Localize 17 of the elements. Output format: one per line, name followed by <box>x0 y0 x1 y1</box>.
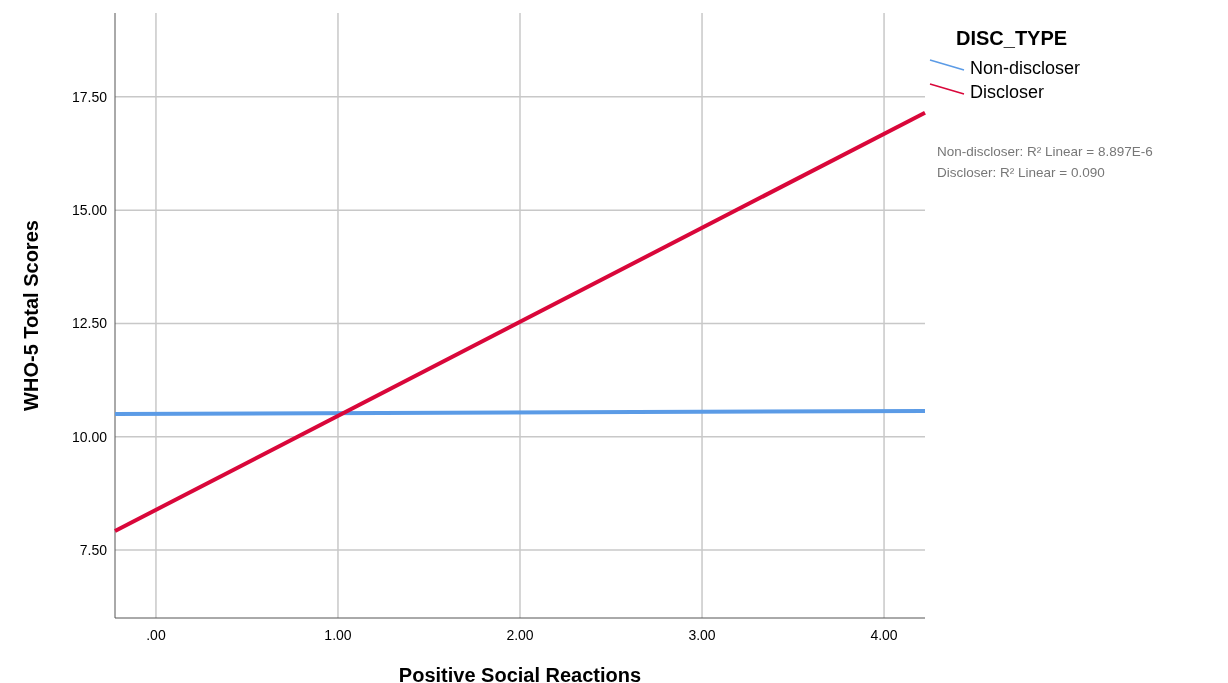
text: Discloser: R² Linear = 0.090 <box>937 165 1105 180</box>
y-tick-label: 7.50 <box>79 542 108 559</box>
legend-title: DISC_TYPE <box>956 27 1068 49</box>
y-tick-label: 12.50 <box>71 315 108 332</box>
text: Non-discloser: R² Linear = 8.897E-6 <box>937 144 1153 159</box>
x-tick-label: 1.00 <box>324 627 352 643</box>
y-tick-label: 15.00 <box>71 202 108 219</box>
y-tick-label: 17.50 <box>71 88 108 105</box>
legend-label: Discloser <box>970 82 1045 102</box>
y-axis-title: WHO-5 Total Scores <box>20 220 42 411</box>
y-tick-label: 10.00 <box>71 428 108 445</box>
x-axis-title: Positive Social Reactions <box>398 664 642 683</box>
x-tick-label: 2.00 <box>506 627 534 643</box>
legend-label: Non-discloser <box>970 58 1081 78</box>
x-tick-label: 3.00 <box>688 627 716 643</box>
x-tick-label: 4.00 <box>870 627 898 643</box>
x-tick-label: .00 <box>146 627 166 643</box>
